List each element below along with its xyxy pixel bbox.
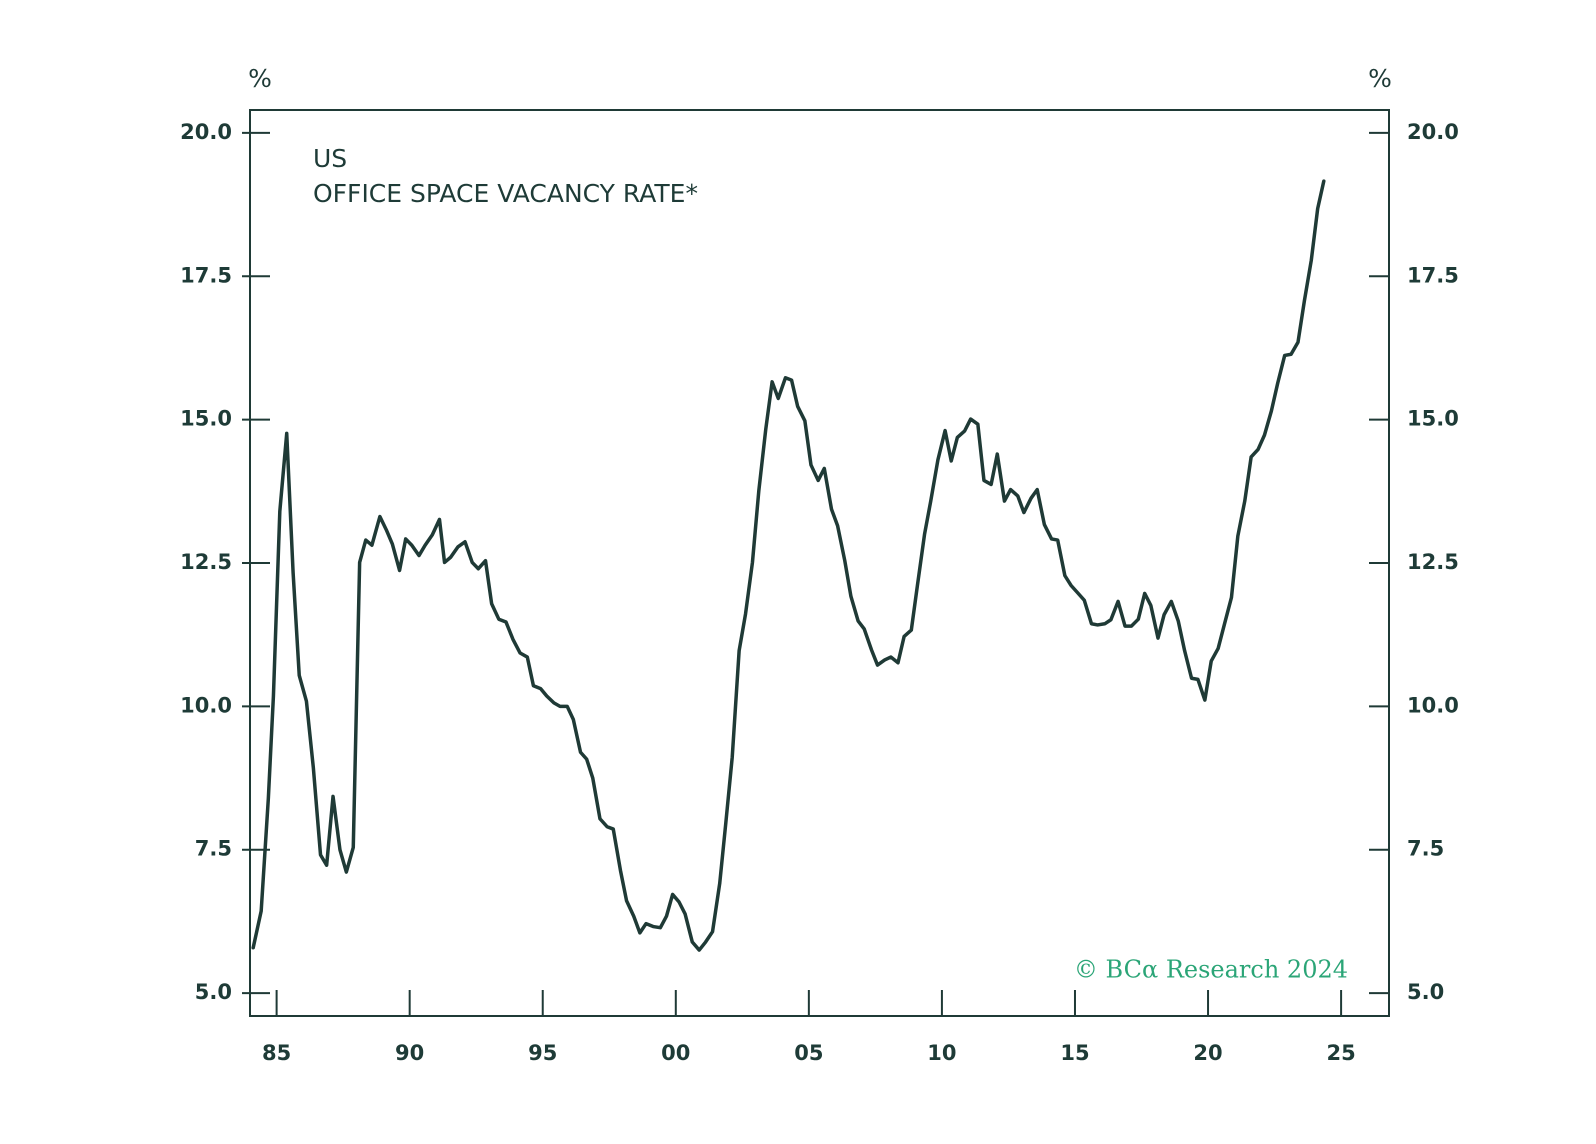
y-axis-label: % [248,64,272,93]
chart-subtitle: OFFICE SPACE VACANCY RATE* [313,179,698,208]
y2-tick-label: 5.0 [1407,980,1444,1004]
plot-frame [249,109,1390,1017]
y-tick-label: 7.5 [195,837,232,861]
y2-tick-label: 20.0 [1407,120,1459,144]
x-tick-label: 20 [1193,1041,1222,1065]
y-tick-label: 20.0 [180,120,232,144]
x-tick-label: 00 [661,1041,690,1065]
y-tick-label: 17.5 [180,263,232,287]
y2-tick-label: 15.0 [1407,407,1459,431]
x-tick-label: 10 [927,1041,956,1065]
x-tick-label: 90 [395,1041,424,1065]
chart-title: US [313,144,347,173]
x-tick-label: 05 [794,1041,823,1065]
x-tick-label: 85 [262,1041,291,1065]
y-tick-label: 12.5 [180,550,232,574]
x-tick-label: 25 [1326,1041,1355,1065]
y2-axis-label: % [1368,64,1392,93]
x-tick-label: 15 [1060,1041,1089,1065]
copyright-annotation: © BCα Research 2024 [1074,956,1348,984]
y-tick-label: 10.0 [180,693,232,717]
y2-tick-label: 7.5 [1407,837,1444,861]
y-tick-label: 15.0 [180,407,232,431]
y2-tick-label: 10.0 [1407,693,1459,717]
y-tick-label: 5.0 [195,980,232,1004]
vacancy-line [251,179,1326,952]
x-tick-label: 95 [528,1041,557,1065]
y2-tick-label: 12.5 [1407,550,1459,574]
y2-tick-label: 17.5 [1407,263,1459,287]
